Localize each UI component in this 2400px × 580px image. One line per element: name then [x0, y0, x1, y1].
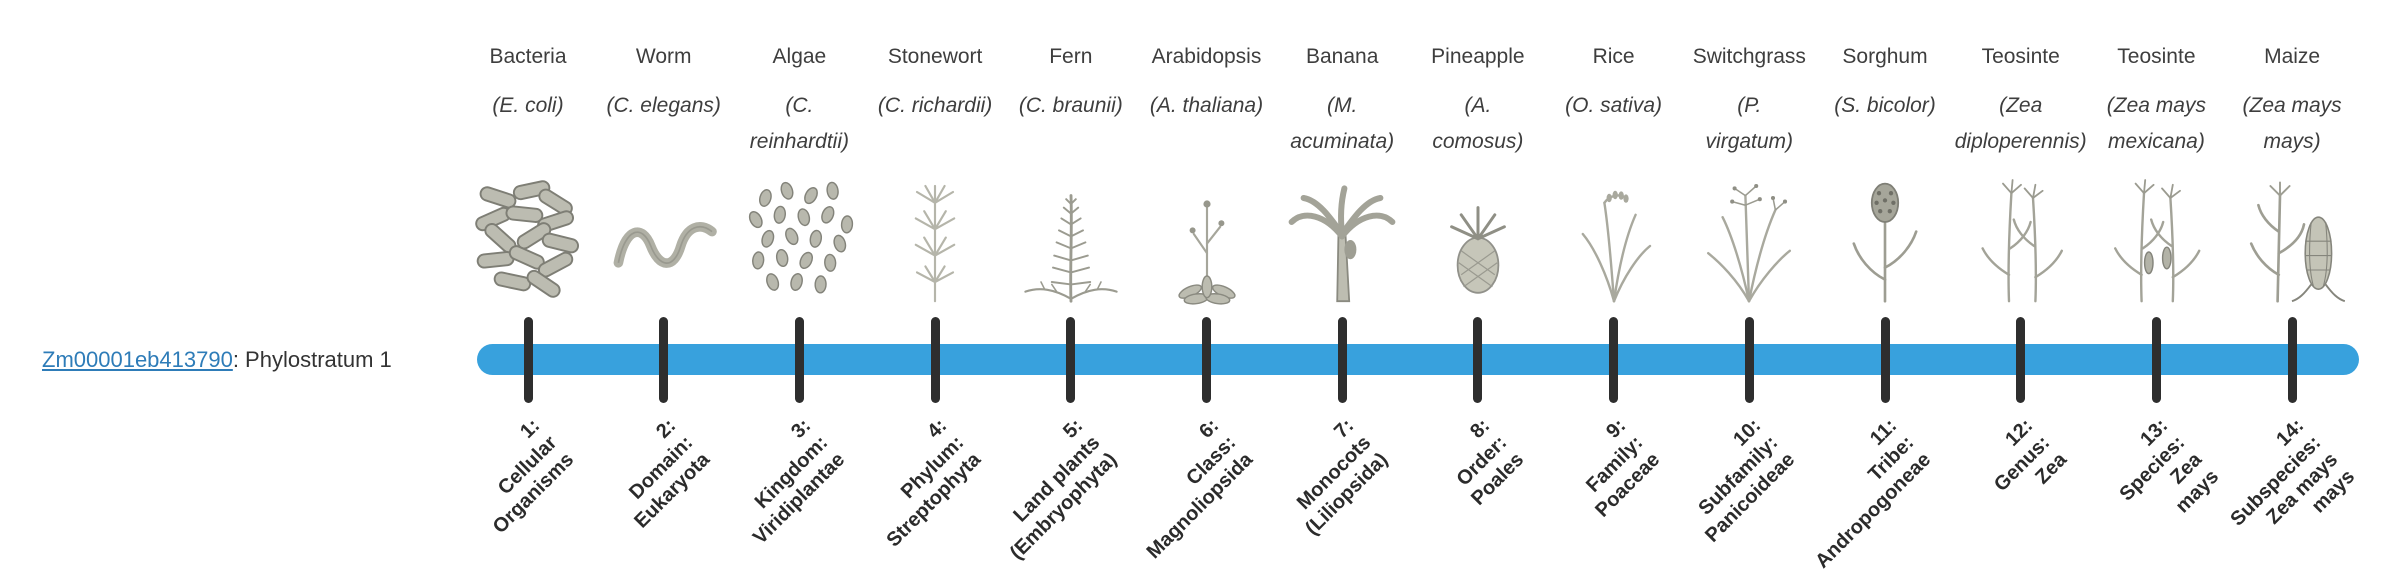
phylostratum-label-9: 9: Family: Poaceae: [1581, 414, 1664, 522]
organism-name: Algae: [772, 45, 827, 68]
phylostratum-tick-9: [1609, 317, 1619, 403]
phylostratum-tick-6: [1202, 317, 1211, 403]
organism-scientific-name: (O. sativa): [1565, 94, 1663, 117]
arabidopsis-icon: [1147, 174, 1267, 306]
organism-name: Bacteria: [489, 45, 567, 68]
organism-scientific-name: (M. acuminata): [1290, 94, 1395, 153]
bacteria-icon: [468, 174, 588, 306]
organism-column-worm: Worm (C. elegans): [589, 44, 739, 306]
phylostratum-tick-8: [1473, 317, 1483, 403]
organism-column-teosinte-diploperennis: Teosinte (Zea diploperennis): [1946, 44, 2096, 306]
organism-scientific-name: (A. thaliana): [1149, 94, 1264, 117]
organism-scientific-name: (S. bicolor): [1834, 94, 1936, 117]
organism-scientific-name: (C. braunii): [1018, 94, 1123, 117]
organism-scientific-name: (Zea mays mays): [2242, 94, 2342, 153]
organism-column-pineapple: Pineapple (A. comosus): [1403, 44, 1553, 306]
phylostratum-tick-2: [659, 317, 669, 403]
phylostratum-label-11: 11: Tribe: Andropogoneae: [1811, 414, 1936, 573]
gene-link[interactable]: Zm00001eb413790: [42, 347, 233, 372]
phylostratum-tick-7: [1337, 317, 1347, 403]
phylostratum-tick-5: [1066, 317, 1076, 403]
organism-column-arabidopsis: Arabidopsis (A. thaliana): [1132, 44, 1282, 306]
organism-scientific-name: (Zea mays mexicana): [2106, 94, 2206, 153]
organism-scientific-name: (A. comosus): [1432, 94, 1524, 153]
organism-column-algae: Algae (C. reinhardtii): [724, 44, 874, 306]
organism-name: Teosinte: [1981, 45, 2060, 68]
phylostratum-label-5: 5: Land plants (Embryophyta): [1005, 414, 1122, 564]
phylostratum-label-2: 2: Domain: Eukaryota: [624, 414, 714, 533]
organism-column-switchgrass: Switchgrass (P. virgatum): [1674, 44, 1824, 306]
organism-column-maize: Maize (Zea mays mays): [2217, 44, 2367, 306]
worm-icon: [604, 174, 724, 306]
timeline-bar: [477, 344, 2359, 375]
phylostratum-tick-10: [1744, 317, 1754, 403]
organism-column-teosinte-mexicana: Teosinte (Zea mays mexicana): [2081, 44, 2231, 306]
phylostratum-tick-4: [930, 317, 940, 403]
phylostratum-tick-11: [1880, 317, 1890, 403]
organism-name: Worm: [635, 45, 692, 68]
rice-icon: [1554, 174, 1674, 306]
organism-column-fern: Fern (C. braunii): [996, 44, 1146, 306]
organism-scientific-name: (P. virgatum): [1705, 94, 1794, 153]
organism-scientific-name: (Zea diploperennis): [1954, 94, 2087, 153]
phylostratum-label-10: 10: Subfamily: Panicoideae: [1694, 414, 1800, 547]
phylostratum-tick-14: [2287, 317, 2297, 403]
fern-icon: [1011, 174, 1131, 306]
phylostratum-label-14: 14: Subspecies: Zea mays mays: [2226, 414, 2360, 531]
phylostratum-label-3: 3: Kingdom: Viridiplantae: [749, 414, 850, 549]
phylostratum-label-8: 8: Order: Poales: [1452, 414, 1529, 510]
organism-name: Arabidopsis: [1151, 45, 1262, 68]
banana-icon: [1282, 174, 1402, 306]
phylostratum-label-1: 1: Cellular Organisms: [488, 414, 579, 539]
algae-icon: [739, 174, 859, 306]
organism-scientific-name: (C. richardii): [877, 94, 993, 117]
phylostratum-tick-1: [523, 317, 533, 403]
organism-column-banana: Banana (M. acuminata): [1267, 44, 1417, 306]
organism-column-sorghum: Sorghum (S. bicolor): [1810, 44, 1960, 306]
organism-scientific-name: (C. reinhardtii): [749, 94, 849, 153]
organism-name: Pineapple: [1431, 45, 1525, 68]
organism-column-stonewort: Stonewort (C. richardii): [860, 44, 1010, 306]
phylostratum-label-13: 13: Species: Zea mays: [2115, 414, 2224, 518]
phylostratum-tick-12: [2016, 317, 2026, 403]
organism-name: Maize: [2264, 45, 2321, 68]
phylostratum-label-4: 4: Phylum: Streptophyta: [882, 414, 986, 552]
phylostratum-text: : Phylostratum 1: [232, 347, 392, 372]
phylostratum-tick-3: [794, 317, 804, 403]
sorghum-icon: [1825, 174, 1945, 306]
organism-name: Switchgrass: [1692, 45, 1806, 68]
organism-name: Stonewort: [887, 45, 983, 68]
organism-name: Teosinte: [2117, 45, 2196, 68]
teosinte-diploperennis-icon: [1961, 174, 2081, 306]
organism-name: Rice: [1592, 45, 1635, 68]
organism-column-rice: Rice (O. sativa): [1539, 44, 1689, 306]
organism-scientific-name: (E. coli): [492, 94, 564, 117]
phylostratum-label-12: 12: Genus: Zea: [1989, 414, 2071, 496]
organism-name: Fern: [1049, 45, 1093, 68]
stonewort-icon: [875, 174, 995, 306]
organism-column-bacteria: Bacteria (E. coli): [453, 44, 603, 306]
organism-scientific-name: (C. elegans): [606, 94, 721, 117]
phylostratum-label-7: 7: Monocots (Liliopsida): [1293, 414, 1393, 540]
maize-icon: [2232, 174, 2352, 306]
organism-name: Sorghum: [1842, 45, 1928, 68]
phylostratum-label-6: 6: Class: Magnoliopsida: [1142, 414, 1257, 564]
organism-name: Banana: [1305, 45, 1379, 68]
teosinte-mexicana-icon: [2096, 174, 2216, 306]
gene-label: Zm00001eb413790: Phylostratum 1: [42, 346, 392, 374]
pineapple-icon: [1418, 174, 1538, 306]
switchgrass-icon: [1689, 174, 1809, 306]
phylostratum-tick-13: [2151, 317, 2161, 403]
